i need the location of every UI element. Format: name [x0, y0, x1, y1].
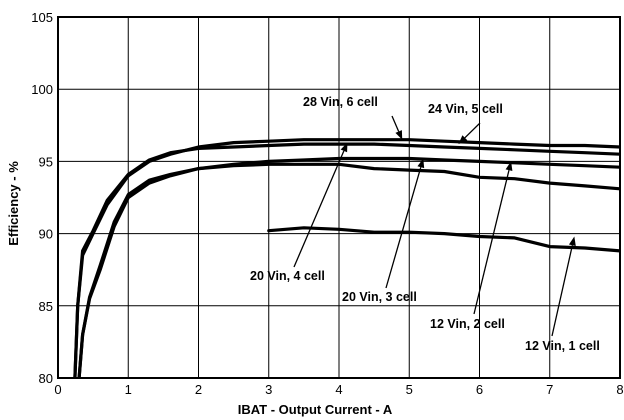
- series-line-2: [73, 142, 620, 378]
- annotation-arrowhead: [505, 161, 513, 171]
- annotation: 20 Vin, 3 cell: [342, 158, 425, 304]
- annotation-label: 20 Vin, 3 cell: [342, 290, 417, 304]
- annotation-label: 12 Vin, 2 cell: [430, 317, 505, 331]
- x-tick-label: 0: [54, 382, 61, 397]
- annotation: 20 Vin, 4 cell: [250, 142, 348, 283]
- annotation-label: 28 Vin, 6 cell: [303, 95, 378, 109]
- x-tick-label: 2: [195, 382, 202, 397]
- annotation: 28 Vin, 6 cell: [303, 95, 403, 140]
- annotation-arrowhead: [340, 142, 348, 153]
- x-tick-label: 6: [476, 382, 483, 397]
- x-tick-label: 1: [125, 382, 132, 397]
- annotation: 24 Vin, 5 cell: [428, 102, 503, 145]
- annotation-label: 20 Vin, 4 cell: [250, 269, 325, 283]
- x-tick-label: 8: [616, 382, 623, 397]
- x-tick-label: 5: [406, 382, 413, 397]
- y-tick-label: 100: [31, 82, 53, 97]
- annotation: 12 Vin, 1 cell: [525, 236, 600, 353]
- annotation: 12 Vin, 2 cell: [430, 161, 513, 331]
- annotation-arrow-line: [473, 169, 510, 315]
- series-lines: [73, 138, 620, 378]
- x-tick-label: 4: [335, 382, 342, 397]
- series-line-5: [267, 226, 620, 253]
- y-tick-label: 95: [39, 154, 53, 169]
- series-line-4: [77, 162, 620, 378]
- annotation-arrow-line: [551, 245, 574, 337]
- x-tick-label: 7: [546, 382, 553, 397]
- annotation-arrow-line: [464, 122, 481, 139]
- annotation-arrowhead: [395, 130, 403, 140]
- annotation-arrowhead: [568, 236, 576, 247]
- y-tick-label: 105: [31, 10, 53, 25]
- annotation-arrow-line: [391, 115, 400, 132]
- y-tick-label: 80: [39, 371, 53, 386]
- plot-frame: [57, 16, 621, 379]
- annotation-arrow-line: [385, 166, 422, 289]
- tick-labels: 0 1 2 3 4 5 6 7 8 80 85 90 95 100 105: [31, 10, 623, 397]
- annotation-arrowhead: [458, 135, 468, 145]
- annotation-label: 24 Vin, 5 cell: [428, 102, 503, 116]
- x-axis-label: IBAT - Output Current - A: [238, 402, 393, 417]
- y-tick-label: 90: [39, 227, 53, 242]
- y-tick-label: 85: [39, 299, 53, 314]
- y-axis-label: Efficiency - %: [6, 161, 21, 246]
- annotation-label: 12 Vin, 1 cell: [525, 339, 600, 353]
- grid: [57, 16, 621, 379]
- annotation-arrow-line: [293, 150, 345, 268]
- x-tick-label: 3: [265, 382, 272, 397]
- annotations: 28 Vin, 6 cell 24 Vin, 5 cell 20 Vin, 4 ce…: [250, 95, 600, 353]
- annotation-arrowhead: [417, 158, 425, 169]
